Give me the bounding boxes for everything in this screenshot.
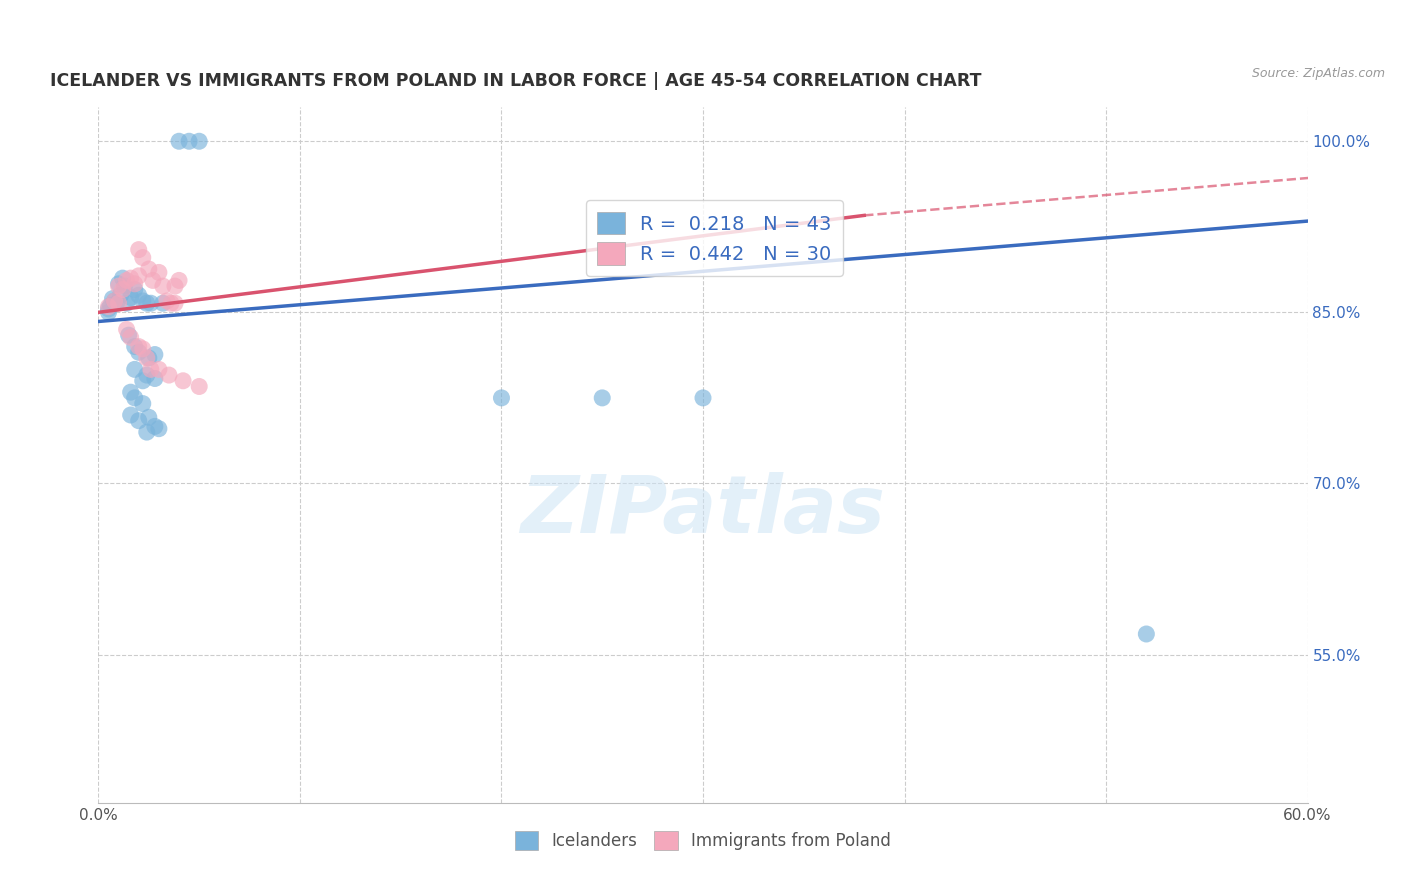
Point <box>128 345 150 359</box>
Point <box>148 265 170 279</box>
Point <box>132 251 155 265</box>
Text: Source: ZipAtlas.com: Source: ZipAtlas.com <box>1251 67 1385 80</box>
Point <box>107 277 129 291</box>
Point <box>103 293 125 308</box>
Point <box>139 296 162 310</box>
Point <box>167 273 190 287</box>
Point <box>124 391 146 405</box>
Point <box>103 293 125 308</box>
Point <box>692 391 714 405</box>
Point <box>111 271 134 285</box>
Point <box>172 374 194 388</box>
Point <box>135 296 157 310</box>
Point <box>148 362 170 376</box>
Point <box>132 293 155 308</box>
Point <box>152 296 174 310</box>
Point <box>156 293 179 308</box>
Text: ZIPatlas: ZIPatlas <box>520 472 886 549</box>
Point <box>101 292 124 306</box>
Point <box>152 279 174 293</box>
Point <box>118 328 141 343</box>
Point <box>167 134 190 148</box>
Point <box>188 379 211 393</box>
Point <box>135 351 157 365</box>
Point <box>139 362 162 376</box>
Point <box>124 340 146 354</box>
Point <box>107 296 129 310</box>
Point <box>188 134 211 148</box>
Point <box>120 330 142 344</box>
Point <box>128 414 150 428</box>
Point <box>163 296 186 310</box>
Point <box>107 279 129 293</box>
Point <box>120 291 142 305</box>
Point <box>120 271 142 285</box>
Point <box>120 408 142 422</box>
Point <box>124 283 146 297</box>
Point <box>97 305 120 319</box>
Point <box>491 391 513 405</box>
Point <box>111 283 134 297</box>
Point <box>110 288 132 302</box>
Point <box>115 322 138 336</box>
Point <box>143 347 166 361</box>
Point <box>105 296 128 310</box>
Point <box>97 301 120 316</box>
Point <box>142 273 165 287</box>
Point <box>138 262 160 277</box>
Point <box>100 298 122 312</box>
Point <box>128 288 150 302</box>
Point <box>160 296 183 310</box>
Text: ICELANDER VS IMMIGRANTS FROM POLAND IN LABOR FORCE | AGE 45-54 CORRELATION CHART: ICELANDER VS IMMIGRANTS FROM POLAND IN L… <box>51 72 981 90</box>
Point <box>179 134 201 148</box>
Point <box>132 342 155 356</box>
Point <box>148 422 170 436</box>
Point <box>135 425 157 439</box>
Point <box>124 362 146 376</box>
Point <box>132 396 155 410</box>
Point <box>132 374 155 388</box>
Point <box>163 279 186 293</box>
Point <box>115 296 138 310</box>
Point <box>128 268 150 283</box>
Point <box>97 300 120 314</box>
Point <box>1135 627 1157 641</box>
Point <box>591 391 613 405</box>
Point <box>115 273 138 287</box>
Point <box>135 368 157 382</box>
Point <box>120 385 142 400</box>
Point <box>143 419 166 434</box>
Point <box>143 371 166 385</box>
Point <box>128 340 150 354</box>
Point <box>128 243 150 257</box>
Legend: Icelanders, Immigrants from Poland: Icelanders, Immigrants from Poland <box>509 824 897 857</box>
Point <box>138 410 160 425</box>
Point <box>157 368 180 382</box>
Point <box>114 279 136 293</box>
Point <box>138 351 160 365</box>
Point <box>124 277 146 291</box>
